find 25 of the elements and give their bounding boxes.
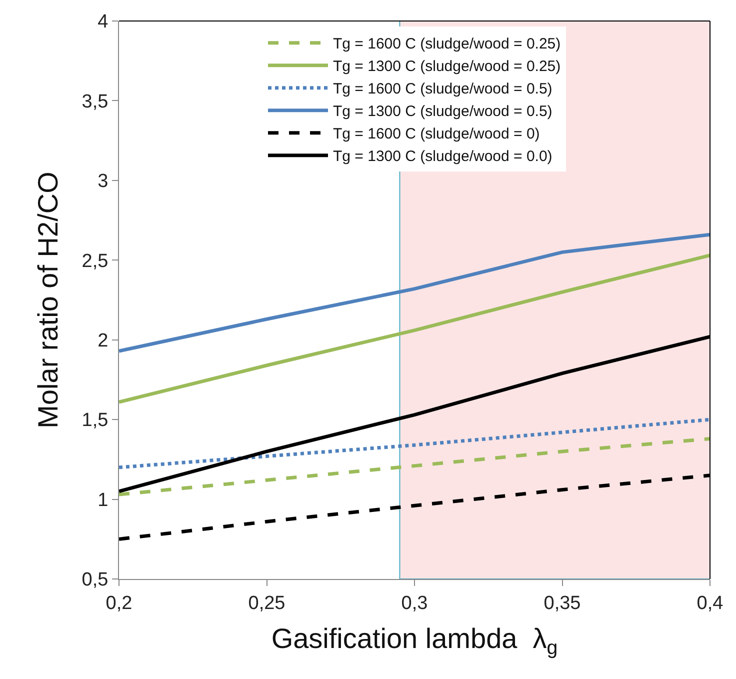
y-tick-label: 2 [98, 330, 108, 352]
line-series [119, 232, 710, 353]
y-tick-label: 0,5 [82, 570, 108, 591]
x-tick-label: 0,3 [401, 592, 428, 614]
legend-label: Tg = 1300 C (sludge/wood = 0.25) [333, 58, 561, 76]
legend-label: Tg = 1300 C (sludge/wood = 0.5) [333, 103, 552, 120]
y-tick-label: 3 [98, 171, 108, 192]
y-tick-label: 2,5 [82, 250, 108, 272]
legend-label: Tg = 1600 C (sludge/wood = 0) [333, 126, 540, 143]
x-tick-label: 0,2 [106, 592, 132, 614]
line-series [119, 418, 710, 470]
x-tick-label: 0,25 [248, 592, 286, 614]
line-series [119, 254, 710, 404]
y-axis-title: Molar ratio of H2/CO [32, 172, 64, 428]
y-tick-label: 1 [98, 490, 108, 511]
x-axis-title: Gasification lambda λ$_{g}$ [271, 622, 558, 659]
line-series [119, 436, 710, 496]
x-tick-label: 0,35 [544, 592, 581, 614]
legend-label: Tg = 1600 C (sludge/wood = 0.25) [333, 36, 561, 53]
legend-label: Tg = 1600 C (sludge/wood = 0.5) [333, 80, 552, 98]
legend-label: Tg = 1300 C (sludge/wood = 0.0) [333, 148, 552, 166]
y-tick-label: 1,5 [82, 410, 108, 432]
x-tick-label: 0,4 [696, 592, 724, 614]
y-tick-label: 4 [98, 12, 109, 33]
y-tick-label: 3,5 [82, 91, 108, 112]
